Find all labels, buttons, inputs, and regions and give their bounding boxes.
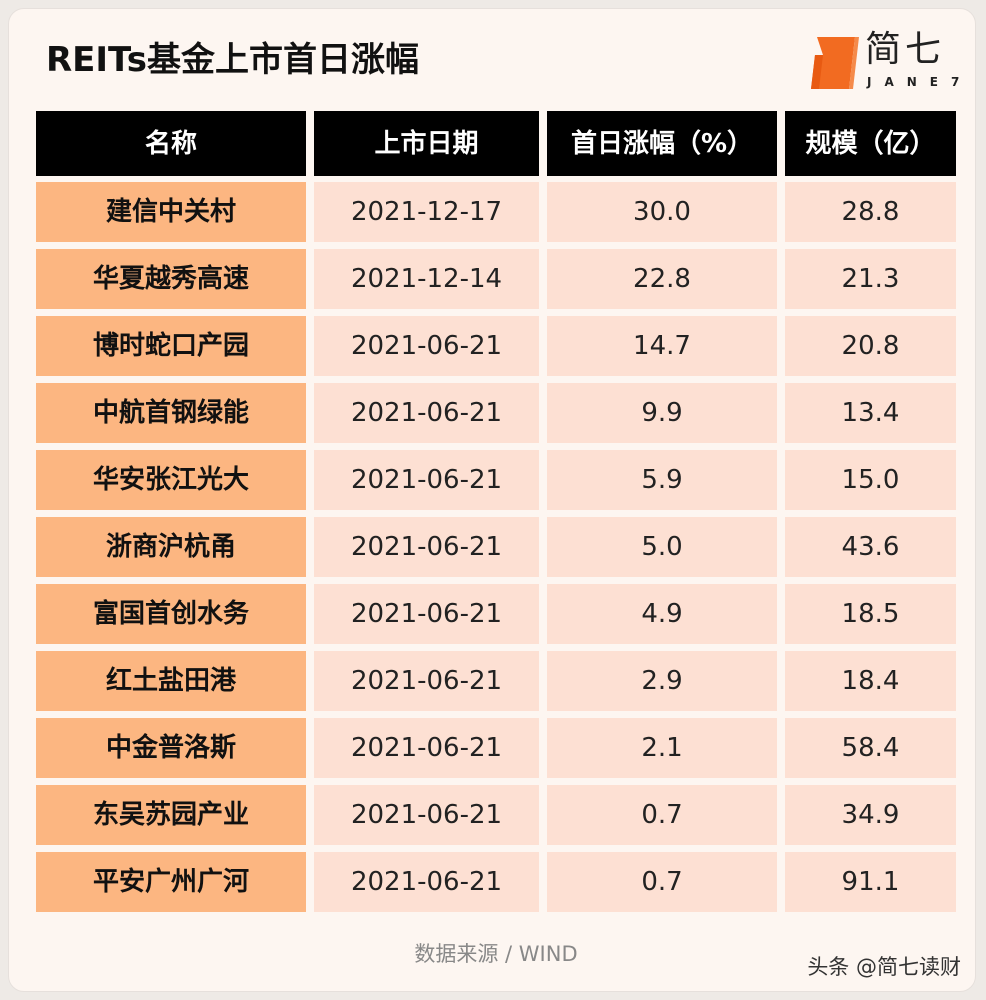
- listing-date-cell: 2021-12-17: [314, 182, 539, 242]
- fund-name-cell: 华安张江光大: [36, 450, 306, 510]
- listing-date-cell: 2021-06-21: [314, 450, 539, 510]
- fund-size-cell: 20.8: [785, 316, 956, 376]
- fund-name-cell: 红土盐田港: [36, 651, 306, 711]
- fund-size-cell: 18.5: [785, 584, 956, 644]
- first-day-gain-cell: 9.9: [547, 383, 777, 443]
- first-day-gain-cell: 22.8: [547, 249, 777, 309]
- logo-text: 简七: [865, 29, 946, 70]
- first-day-gain-cell: 14.7: [547, 316, 777, 376]
- listing-date-cell: 2021-12-14: [314, 249, 539, 309]
- listing-date-cell: 2021-06-21: [314, 785, 539, 845]
- fund-name-cell: 富国首创水务: [36, 584, 306, 644]
- column-header: 上市日期: [314, 111, 539, 176]
- reits-table: 名称 上市日期 首日涨幅（%） 规模（亿） 建信中关村 2021-12-17 30.0 28.…: [36, 111, 956, 912]
- first-day-gain-cell: 2.9: [547, 651, 777, 711]
- fund-size-cell: 43.6: [785, 517, 956, 577]
- column-header: 首日涨幅（%）: [547, 111, 777, 176]
- logo-subtext: JANE7: [867, 75, 973, 89]
- listing-date-cell: 2021-06-21: [314, 584, 539, 644]
- fund-name-cell: 博时蛇口产园: [36, 316, 306, 376]
- column-header: 规模（亿）: [785, 111, 956, 176]
- fund-size-cell: 13.4: [785, 383, 956, 443]
- fund-name-cell: 华夏越秀高速: [36, 249, 306, 309]
- first-day-gain-cell: 5.9: [547, 450, 777, 510]
- listing-date-cell: 2021-06-21: [314, 316, 539, 376]
- column-header: 名称: [36, 111, 306, 176]
- listing-date-cell: 2021-06-21: [314, 517, 539, 577]
- first-day-gain-cell: 5.0: [547, 517, 777, 577]
- fund-size-cell: 34.9: [785, 785, 956, 845]
- fund-name-cell: 浙商沪杭甬: [36, 517, 306, 577]
- fund-size-cell: 21.3: [785, 249, 956, 309]
- brand-logo: 简七 JANE7: [803, 31, 968, 97]
- first-day-gain-cell: 0.7: [547, 785, 777, 845]
- first-day-gain-cell: 2.1: [547, 718, 777, 778]
- listing-date-cell: 2021-06-21: [314, 651, 539, 711]
- fund-name-cell: 东吴苏园产业: [36, 785, 306, 845]
- watermark: 头条 @简七读财: [807, 955, 961, 979]
- fund-name-cell: 中航首钢绿能: [36, 383, 306, 443]
- fund-size-cell: 91.1: [785, 852, 956, 912]
- fund-size-cell: 15.0: [785, 450, 956, 510]
- logo-mark-icon: [811, 37, 859, 89]
- listing-date-cell: 2021-06-21: [314, 383, 539, 443]
- first-day-gain-cell: 0.7: [547, 852, 777, 912]
- fund-name-cell: 建信中关村: [36, 182, 306, 242]
- first-day-gain-cell: 4.9: [547, 584, 777, 644]
- data-source: 数据来源 / WIND: [414, 942, 578, 966]
- fund-size-cell: 18.4: [785, 651, 956, 711]
- fund-size-cell: 28.8: [785, 182, 956, 242]
- first-day-gain-cell: 30.0: [547, 182, 777, 242]
- fund-name-cell: 平安广州广河: [36, 852, 306, 912]
- fund-size-cell: 58.4: [785, 718, 956, 778]
- page-title: REITs基金上市首日涨幅: [46, 40, 419, 80]
- listing-date-cell: 2021-06-21: [314, 852, 539, 912]
- fund-name-cell: 中金普洛斯: [36, 718, 306, 778]
- infographic-card: REITs基金上市首日涨幅 简七 JANE7 名称 上市日期 首日涨幅（%） 规模（亿…: [8, 8, 976, 992]
- listing-date-cell: 2021-06-21: [314, 718, 539, 778]
